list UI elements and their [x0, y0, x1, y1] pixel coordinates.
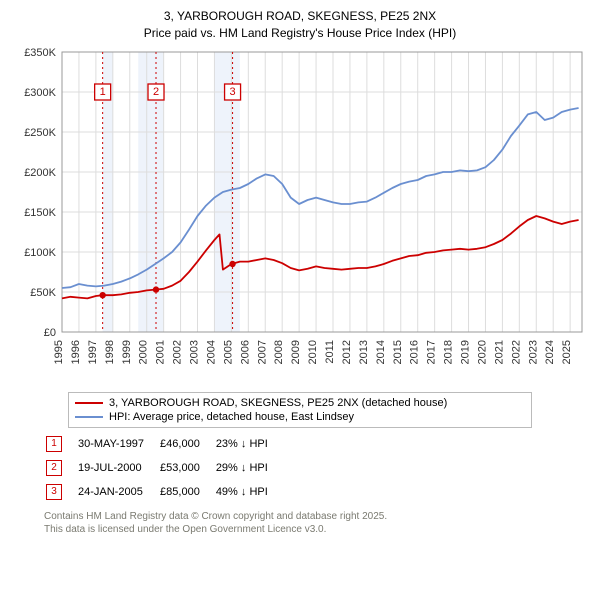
legend-label: 3, YARBOROUGH ROAD, SKEGNESS, PE25 2NX (…	[109, 397, 447, 409]
y-tick-label: £150K	[24, 207, 56, 219]
legend-label: HPI: Average price, detached house, East…	[109, 411, 354, 423]
attribution-line2: This data is licensed under the Open Gov…	[44, 523, 592, 536]
chart-title: 3, YARBOROUGH ROAD, SKEGNESS, PE25 2NX P…	[8, 8, 592, 42]
table-row: 2 19-JUL-2000£53,00029% ↓ HPI	[44, 456, 282, 480]
legend-swatch	[75, 402, 103, 404]
series-marker	[99, 292, 105, 298]
attribution-line1: Contains HM Land Registry data © Crown c…	[44, 510, 592, 523]
event-num-cell: 1	[44, 432, 76, 456]
y-tick-label: £50K	[30, 287, 56, 299]
x-tick-label: 2024	[544, 340, 556, 364]
event-price: £46,000	[158, 432, 214, 456]
x-tick-label: 2022	[510, 340, 522, 364]
title-line1: 3, YARBOROUGH ROAD, SKEGNESS, PE25 2NX	[8, 8, 592, 25]
event-num-cell: 2	[44, 456, 76, 480]
x-tick-label: 2013	[358, 340, 370, 364]
x-tick-label: 1999	[121, 340, 133, 364]
x-tick-label: 2020	[476, 340, 488, 364]
legend: 3, YARBOROUGH ROAD, SKEGNESS, PE25 2NX (…	[68, 392, 532, 428]
event-price: £53,000	[158, 456, 214, 480]
event-date: 19-JUL-2000	[76, 456, 158, 480]
events-table: 1 30-MAY-1997£46,00023% ↓ HPI 2 19-JUL-2000…	[44, 432, 282, 504]
x-tick-label: 2000	[138, 340, 150, 364]
x-tick-label: 2025	[561, 340, 573, 364]
x-tick-label: 2014	[375, 340, 387, 364]
x-tick-label: 2016	[409, 340, 421, 364]
x-tick-label: 2009	[290, 340, 302, 364]
chart-container: £0 £50K £100K £150K £200K £250K £300K £350K 1995…	[8, 46, 592, 386]
table-row: 3 24-JAN-2005£85,00049% ↓ HPI	[44, 480, 282, 504]
event-marker-num: 1	[100, 86, 106, 98]
event-num-box: 1	[46, 436, 62, 452]
x-tick-label: 2002	[172, 340, 184, 364]
x-tick-label: 2017	[426, 340, 438, 364]
y-tick-label: £0	[44, 327, 56, 339]
x-tick-label: 1997	[87, 340, 99, 364]
x-tick-label: 2005	[222, 340, 234, 364]
legend-row: HPI: Average price, detached house, East…	[75, 410, 525, 424]
x-tick-label: 2006	[239, 340, 251, 364]
x-tick-label: 2023	[527, 340, 539, 364]
x-tick-label: 2018	[443, 340, 455, 364]
x-tick-label: 1995	[53, 340, 65, 364]
event-num-box: 2	[46, 460, 62, 476]
y-tick-label: £350K	[24, 47, 56, 59]
event-num-box: 3	[46, 484, 62, 500]
y-tick-label: £250K	[24, 127, 56, 139]
x-tick-label: 2012	[341, 340, 353, 364]
x-tick-label: 2011	[324, 340, 336, 364]
x-tick-label: 2008	[273, 340, 285, 364]
table-row: 1 30-MAY-1997£46,00023% ↓ HPI	[44, 432, 282, 456]
y-tick-label: £200K	[24, 167, 56, 179]
event-price: £85,000	[158, 480, 214, 504]
x-tick-label: 1998	[104, 340, 116, 364]
x-tick-label: 2001	[155, 340, 167, 364]
x-tick-label: 2003	[189, 340, 201, 364]
line-chart: £0 £50K £100K £150K £200K £250K £300K £350K 1995…	[8, 46, 592, 386]
event-num-cell: 3	[44, 480, 76, 504]
x-tick-label: 2015	[392, 340, 404, 364]
legend-row: 3, YARBOROUGH ROAD, SKEGNESS, PE25 2NX (…	[75, 396, 525, 410]
series-marker	[229, 260, 235, 266]
title-line2: Price paid vs. HM Land Registry's House …	[8, 25, 592, 42]
series-marker	[153, 286, 159, 292]
x-tick-label: 2004	[205, 340, 217, 364]
y-tick-label: £300K	[24, 87, 56, 99]
x-tick-label: 2007	[256, 340, 268, 364]
legend-swatch	[75, 416, 103, 418]
y-tick-label: £100K	[24, 247, 56, 259]
x-tick-label: 1996	[70, 340, 82, 364]
event-delta: 23% ↓ HPI	[214, 432, 282, 456]
x-tick-label: 2019	[460, 340, 472, 364]
event-marker-num: 3	[230, 86, 236, 98]
event-delta: 49% ↓ HPI	[214, 480, 282, 504]
x-tick-label: 2021	[493, 340, 505, 364]
event-date: 30-MAY-1997	[76, 432, 158, 456]
event-marker-num: 2	[153, 86, 159, 98]
attribution: Contains HM Land Registry data © Crown c…	[44, 510, 592, 536]
event-delta: 29% ↓ HPI	[214, 456, 282, 480]
event-date: 24-JAN-2005	[76, 480, 158, 504]
x-tick-label: 2010	[307, 340, 319, 364]
